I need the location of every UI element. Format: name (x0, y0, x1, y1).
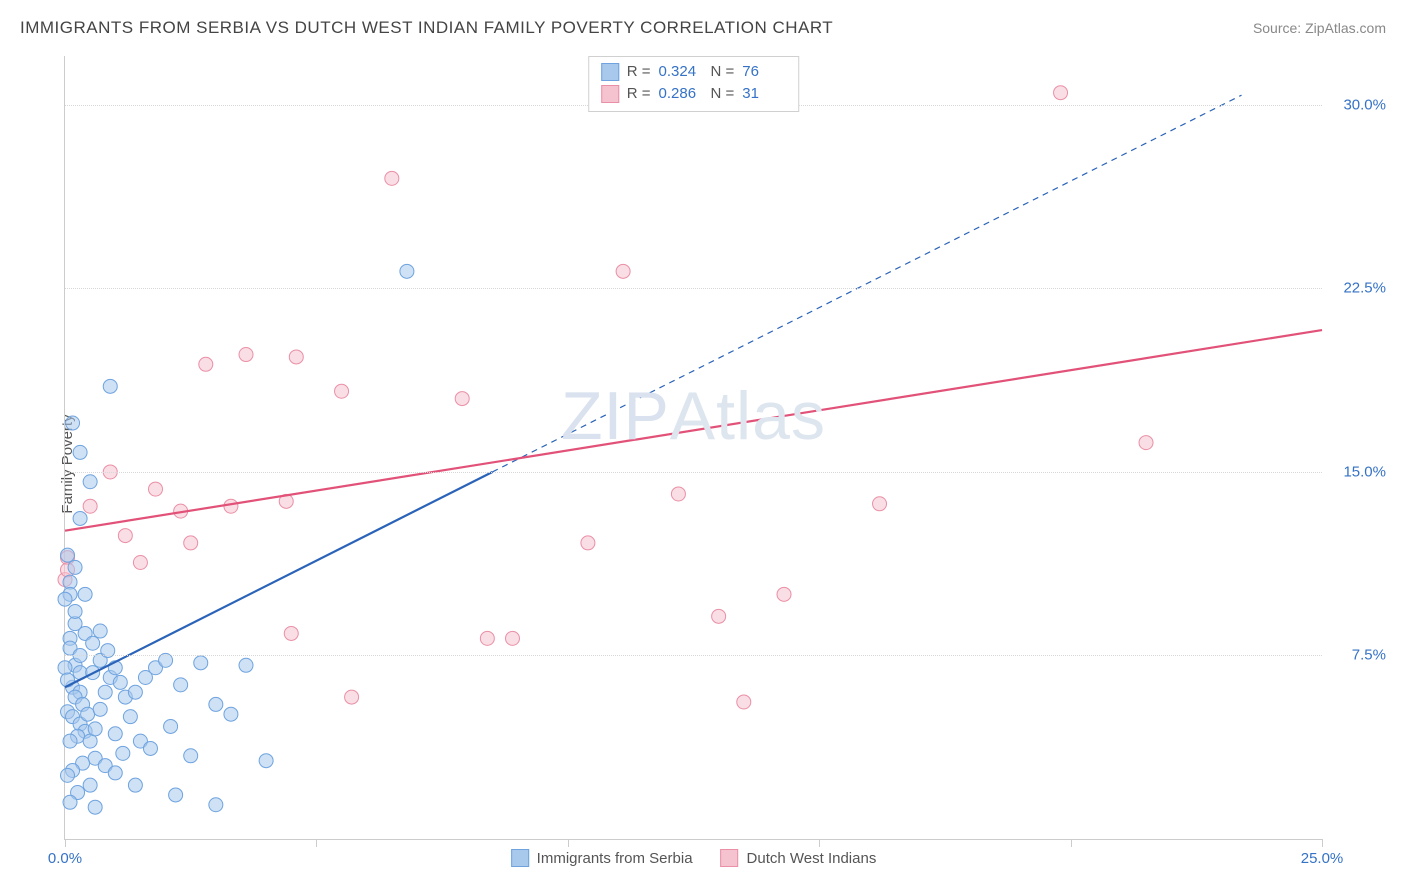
swatch-blue (601, 63, 619, 81)
swatch-pink (601, 85, 619, 103)
legend-stats-row-serbia: R = 0.324 N = 76 (601, 61, 787, 83)
legend-stats: R = 0.324 N = 76 R = 0.286 N = 31 (588, 56, 800, 112)
watermark: ZIPAtlas (561, 377, 826, 455)
swatch-blue-icon (511, 849, 529, 867)
source-label: Source: ZipAtlas.com (1253, 20, 1386, 36)
y-tick-label: 7.5% (1328, 647, 1386, 664)
plot-area: ZIPAtlas R = 0.324 N = 76 R = 0.286 N = … (64, 56, 1322, 840)
swatch-pink-icon (721, 849, 739, 867)
chart-container: Family Poverty ZIPAtlas R = 0.324 N = 76… (20, 50, 1392, 878)
chart-title: IMMIGRANTS FROM SERBIA VS DUTCH WEST IND… (20, 18, 833, 38)
legend-item-serbia: Immigrants from Serbia (511, 849, 693, 867)
legend-item-dutch: Dutch West Indians (721, 849, 877, 867)
legend-series: Immigrants from Serbia Dutch West Indian… (511, 849, 877, 867)
y-tick-label: 30.0% (1328, 96, 1386, 113)
header: IMMIGRANTS FROM SERBIA VS DUTCH WEST IND… (20, 18, 1386, 38)
x-tick-label: 0.0% (48, 850, 82, 867)
y-tick-label: 22.5% (1328, 280, 1386, 297)
x-tick-label: 25.0% (1301, 850, 1344, 867)
legend-stats-row-dutch: R = 0.286 N = 31 (601, 83, 787, 105)
y-tick-label: 15.0% (1328, 463, 1386, 480)
